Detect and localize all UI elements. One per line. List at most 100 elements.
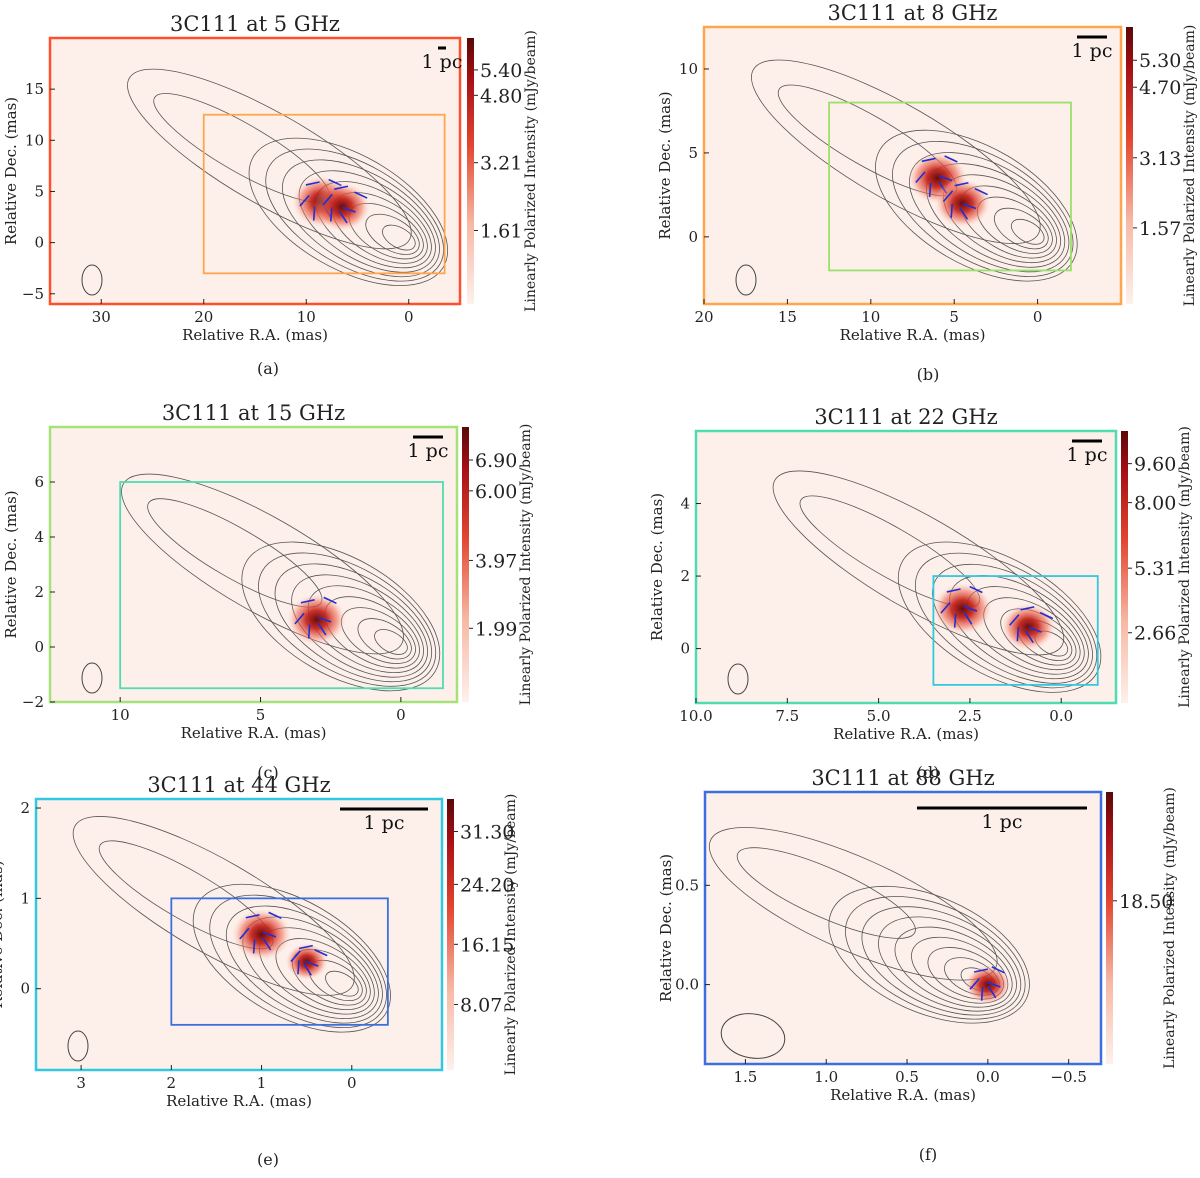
- evpa-stick: [1024, 630, 1034, 644]
- y-tick-label: 5: [34, 182, 44, 200]
- colorbar-tick-label: 24.20: [460, 874, 514, 896]
- y-tick-label: 0: [34, 234, 44, 252]
- evpa-stick: [980, 986, 984, 1001]
- x-tick-label: 0.0: [1049, 707, 1073, 725]
- evpa-stick: [962, 202, 977, 210]
- x-tick-label: 3: [76, 1074, 86, 1092]
- polarized-intensity-peak: [1001, 603, 1056, 651]
- colorbar-label: Linearly Polarized Intensity (mJy/beam): [503, 794, 519, 1076]
- y-axis-label: Relative Dec. (mas): [656, 91, 674, 239]
- evpa-stick: [297, 960, 300, 975]
- colorbar-tick-label: 6.00: [475, 481, 517, 503]
- colorbar: [1121, 431, 1128, 703]
- evpa-stick: [262, 931, 277, 938]
- contour: [291, 574, 429, 678]
- y-tick-label: 5: [688, 144, 698, 162]
- contour: [241, 541, 441, 692]
- x-tick-label: 5: [949, 308, 959, 326]
- y-tick-label: 0: [688, 228, 698, 246]
- evpa-stick: [954, 181, 969, 187]
- evpa-stick: [342, 206, 356, 213]
- polarized-intensity-peak: [932, 582, 993, 635]
- contour: [894, 926, 1013, 1008]
- y-axis-label: Relative Dec. (mas): [2, 490, 20, 638]
- evpa-stick: [317, 616, 332, 623]
- x-axis-label: Relative R.A. (mas): [182, 326, 328, 344]
- contour: [828, 885, 1030, 1024]
- colorbar-tick-label: 4.70: [1139, 77, 1181, 99]
- colorbar-tick-label: 18.50: [1119, 891, 1173, 913]
- x-tick-label: 7.5: [775, 707, 799, 725]
- x-tick-label: 0: [1033, 308, 1043, 326]
- colorbar-label: Linearly Polarized Intensity (mJy/beam): [523, 30, 539, 312]
- scale-bar-label: 1 pc: [1067, 444, 1108, 466]
- scale-bar-label: 1 pc: [422, 51, 463, 73]
- y-axis-label: Relative Dec. (mas): [0, 860, 6, 1008]
- evpa-stick: [969, 978, 980, 990]
- contour-envelope: [127, 68, 412, 250]
- contour: [993, 207, 1049, 250]
- evpa-stick: [991, 966, 1005, 974]
- evpa-stick: [1009, 614, 1020, 626]
- evpa-vectors: [294, 596, 337, 639]
- evpa-stick: [314, 949, 328, 957]
- panel-c: 3C111 at 15 GHz 1 pc 10 5 0 −2 0 2 4 6 Relative R.…: [2, 401, 534, 782]
- panel-caption: (a): [257, 359, 279, 378]
- colorbar-tick-label: 4.80: [480, 85, 522, 107]
- panel-frame: [703, 790, 1103, 1066]
- contour: [382, 224, 416, 251]
- colorbar-label: Linearly Polarized Intensity (mJy/beam): [518, 424, 534, 706]
- colorbar: [1106, 792, 1113, 1064]
- panel-caption: (e): [257, 1150, 279, 1169]
- evpa-stick: [974, 187, 988, 196]
- panel-frame: [702, 25, 1123, 306]
- x-tick-label: 1: [257, 1074, 267, 1092]
- colorbar: [447, 799, 454, 1070]
- contour: [875, 129, 1078, 282]
- y-tick-label: 4: [680, 495, 690, 513]
- x-tick-label: 2.5: [958, 707, 982, 725]
- panel-title: 3C111 at 5 GHz: [170, 12, 340, 36]
- y-tick-label: 0: [20, 980, 30, 998]
- panel-d: 3C111 at 22 GHz 1 pc 10.0 7.5 5.0 2.5 0.0 0 2 4 Re…: [648, 405, 1193, 782]
- colorbar-tick-label: 3.97: [475, 550, 517, 572]
- plot-background: [696, 431, 1116, 703]
- evpa-stick: [262, 937, 272, 951]
- plot-background: [50, 427, 457, 702]
- contour: [209, 894, 387, 1029]
- evpa-stick: [334, 185, 349, 190]
- y-tick-label: 0: [34, 638, 44, 656]
- x-tick-label: 0: [396, 706, 406, 724]
- panel-title: 3C111 at 22 GHz: [814, 405, 997, 429]
- contour: [274, 563, 433, 683]
- panel-f: 3C111 at 88 GHz 1 pc 1.5 1.0 0.5 0.0 −0.5 0.0 0.…: [657, 766, 1178, 1164]
- colorbar-tick-label: 3.13: [1139, 148, 1181, 170]
- evpa-stick: [944, 155, 958, 163]
- evpa-stick: [921, 157, 936, 163]
- x-tick-label: 30: [92, 308, 111, 326]
- colorbar-tick-label: 5.31: [1134, 558, 1176, 580]
- colorbar: [462, 427, 469, 702]
- polarized-intensity-peak: [964, 964, 1011, 1005]
- evpa-stick: [959, 207, 969, 220]
- colorbar-tick-label: 1.61: [480, 220, 522, 242]
- colorbar-tick-label: 9.60: [1134, 454, 1176, 476]
- x-tick-label: 0.5: [895, 1068, 919, 1086]
- colorbar-tick-label: 16.15: [460, 934, 514, 956]
- y-tick-label: 2: [34, 583, 44, 601]
- evpa-stick: [354, 191, 368, 199]
- evpa-stick: [298, 944, 313, 950]
- evpa-stick: [915, 171, 926, 184]
- evpa-vectors: [1009, 606, 1054, 644]
- beam-ellipse: [720, 1013, 786, 1059]
- evpa-stick: [290, 950, 301, 963]
- contour-envelope: [121, 473, 404, 655]
- evpa-stick: [1039, 611, 1054, 620]
- x-tick-label: 2: [167, 1074, 177, 1092]
- x-tick-label: 0: [404, 308, 414, 326]
- colorbar-tick-label: 2.66: [1134, 623, 1176, 645]
- evpa-stick: [940, 602, 951, 614]
- contour-envelope: [72, 816, 355, 996]
- panel-caption: (c): [257, 763, 278, 782]
